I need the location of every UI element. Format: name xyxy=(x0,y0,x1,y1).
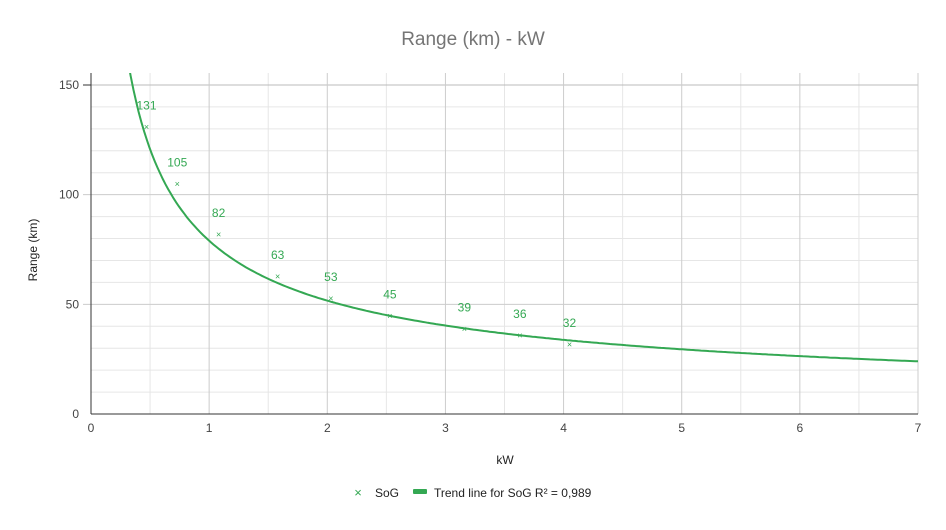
data-point-marker: × xyxy=(175,179,180,189)
legend-item-trendline[interactable]: Trend line for SoG R² = 0,989 xyxy=(413,486,592,500)
x-tick-label: 3 xyxy=(442,421,449,435)
y-axis-label: Range (km) xyxy=(26,219,40,282)
data-label: 53 xyxy=(324,270,338,284)
x-tick-label: 5 xyxy=(678,421,685,435)
data-label: 131 xyxy=(137,99,157,113)
x-tick-label: 7 xyxy=(915,421,922,435)
data-point-marker: × xyxy=(328,293,333,303)
data-label: 63 xyxy=(271,248,285,262)
data-point-marker: × xyxy=(567,339,572,349)
data-label: 45 xyxy=(383,287,397,301)
data-point-marker: × xyxy=(144,122,149,132)
y-tick-label: 150 xyxy=(59,78,79,92)
legend-item-sog[interactable]: × SoG xyxy=(354,485,399,500)
data-label: 82 xyxy=(212,206,226,220)
x-tick-label: 0 xyxy=(88,421,95,435)
trendline-path xyxy=(129,73,918,363)
y-tick-label: 100 xyxy=(59,188,79,202)
data-point-marker: × xyxy=(462,324,467,334)
data-label: 32 xyxy=(563,316,577,330)
x-tick-label: 1 xyxy=(206,421,213,435)
chart-title: Range (km) - kW xyxy=(401,29,545,50)
legend-label-trendline: Trend line for SoG R² = 0,989 xyxy=(434,486,592,500)
x-tick-label: 2 xyxy=(324,421,331,435)
x-tick-label: 6 xyxy=(797,421,804,435)
y-tick-label: 0 xyxy=(72,407,79,421)
data-point-marker: × xyxy=(216,230,221,240)
x-axis-label: kW xyxy=(496,453,514,467)
x-tick-label: 4 xyxy=(560,421,567,435)
data-point-marker: × xyxy=(517,331,522,341)
data-point-marker: × xyxy=(387,311,392,321)
data-label: 39 xyxy=(458,300,472,314)
legend-marker-x-icon: × xyxy=(354,485,362,500)
data-label: 36 xyxy=(513,307,527,321)
legend: × SoG Trend line for SoG R² = 0,989 xyxy=(354,485,591,500)
data-point-marker: × xyxy=(275,271,280,281)
y-tick-label: 50 xyxy=(66,297,80,311)
data-label: 105 xyxy=(167,156,187,170)
legend-label-sog: SoG xyxy=(375,486,399,500)
legend-line-swatch xyxy=(413,489,427,494)
